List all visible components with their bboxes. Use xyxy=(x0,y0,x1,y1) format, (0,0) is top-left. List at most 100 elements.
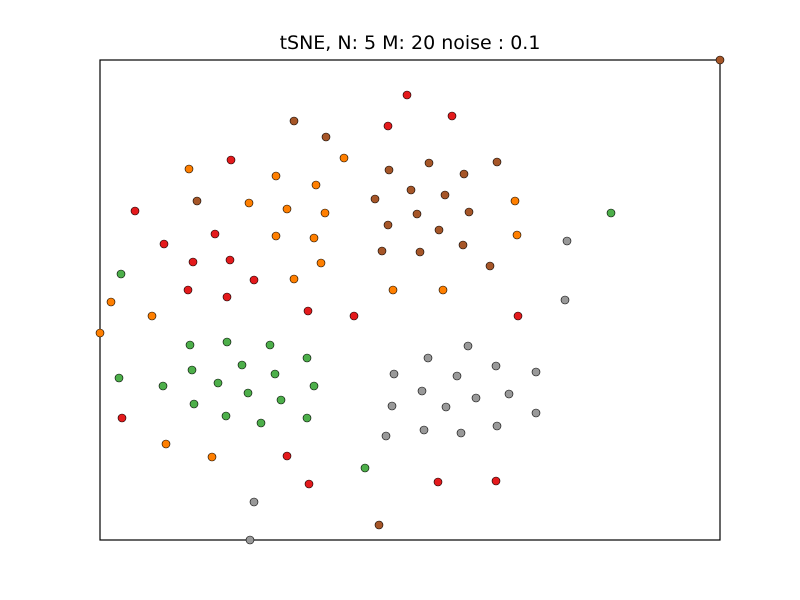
data-point-series-2-5 xyxy=(459,169,469,179)
data-point-series-2-14 xyxy=(434,225,444,235)
data-point-series-1-12 xyxy=(289,274,299,284)
chart-title: tSNE, N: 5 M: 20 noise : 0.1 xyxy=(279,32,541,54)
data-point-series-3-8 xyxy=(270,369,280,379)
data-point-series-4-19 xyxy=(245,535,255,545)
data-point-series-2-10 xyxy=(370,194,380,204)
data-point-series-3-15 xyxy=(276,395,286,405)
data-point-series-1-7 xyxy=(510,196,520,206)
data-point-series-1-15 xyxy=(106,297,116,307)
data-point-series-0-6 xyxy=(210,229,220,239)
data-point-series-1-14 xyxy=(438,285,448,295)
data-point-series-3-0 xyxy=(606,208,616,218)
data-point-series-3-18 xyxy=(302,413,312,423)
data-point-series-4-5 xyxy=(389,369,399,379)
data-point-series-4-3 xyxy=(423,353,433,363)
data-point-series-1-11 xyxy=(316,258,326,268)
data-point-series-1-1 xyxy=(271,171,281,181)
data-point-series-0-3 xyxy=(226,155,236,165)
data-point-series-2-18 xyxy=(485,261,495,271)
data-point-series-2-6 xyxy=(492,157,502,167)
data-point-series-1-8 xyxy=(271,231,281,241)
data-point-series-1-17 xyxy=(95,328,105,338)
data-point-series-2-16 xyxy=(377,246,387,256)
data-point-series-0-13 xyxy=(349,311,359,321)
data-point-series-0-4 xyxy=(130,206,140,216)
data-point-series-2-4 xyxy=(424,158,434,168)
data-point-series-2-13 xyxy=(383,220,393,230)
data-points xyxy=(95,55,725,545)
data-point-series-1-5 xyxy=(282,204,292,214)
data-point-series-0-11 xyxy=(222,292,232,302)
data-point-series-2-0 xyxy=(715,55,725,65)
data-point-series-1-2 xyxy=(339,153,349,163)
data-point-series-3-2 xyxy=(185,340,195,350)
data-point-series-3-17 xyxy=(256,418,266,428)
data-point-series-3-4 xyxy=(265,340,275,350)
data-point-series-2-9 xyxy=(192,196,202,206)
data-point-series-3-6 xyxy=(237,360,247,370)
data-point-series-3-3 xyxy=(222,337,232,347)
data-point-series-1-16 xyxy=(147,311,157,321)
data-point-series-3-14 xyxy=(189,399,199,409)
data-point-series-0-15 xyxy=(117,413,127,423)
data-point-series-2-11 xyxy=(412,209,422,219)
data-point-series-0-19 xyxy=(491,476,501,486)
data-point-series-4-16 xyxy=(456,428,466,438)
data-point-series-1-6 xyxy=(320,208,330,218)
data-point-series-2-19 xyxy=(374,520,384,530)
data-point-series-0-8 xyxy=(225,255,235,265)
data-point-series-4-7 xyxy=(531,367,541,377)
data-point-series-2-1 xyxy=(289,116,299,126)
data-point-series-3-12 xyxy=(309,381,319,391)
data-point-series-0-16 xyxy=(282,451,292,461)
data-point-series-4-8 xyxy=(417,386,427,396)
data-point-series-4-10 xyxy=(471,393,481,403)
data-point-series-2-2 xyxy=(321,132,331,142)
data-point-series-4-13 xyxy=(531,408,541,418)
data-point-series-3-1 xyxy=(116,269,126,279)
data-point-series-3-11 xyxy=(213,378,223,388)
data-point-series-1-18 xyxy=(161,439,171,449)
data-point-series-1-13 xyxy=(388,285,398,295)
data-point-series-0-18 xyxy=(433,477,443,487)
data-point-series-0-12 xyxy=(303,306,313,316)
data-point-series-4-11 xyxy=(387,401,397,411)
data-point-series-1-9 xyxy=(309,233,319,243)
data-point-series-2-7 xyxy=(406,185,416,195)
data-point-series-4-18 xyxy=(249,497,259,507)
data-point-series-0-9 xyxy=(249,275,259,285)
data-point-series-3-13 xyxy=(243,388,253,398)
data-point-series-4-4 xyxy=(491,361,501,371)
data-point-series-1-10 xyxy=(512,230,522,240)
data-point-series-4-2 xyxy=(463,341,473,351)
data-point-series-3-9 xyxy=(114,373,124,383)
data-point-series-0-14 xyxy=(513,311,523,321)
data-point-series-4-15 xyxy=(419,425,429,435)
plot-area-frame xyxy=(99,59,721,541)
data-point-series-1-4 xyxy=(244,198,254,208)
data-point-series-0-0 xyxy=(402,90,412,100)
data-point-series-3-7 xyxy=(187,365,197,375)
data-point-series-4-0 xyxy=(562,236,572,246)
data-point-series-0-1 xyxy=(447,111,457,121)
data-point-series-4-17 xyxy=(492,421,502,431)
data-point-series-0-2 xyxy=(383,121,393,131)
data-point-series-0-7 xyxy=(188,257,198,267)
data-point-series-1-19 xyxy=(207,452,217,462)
data-point-series-4-9 xyxy=(504,389,514,399)
data-point-series-1-0 xyxy=(184,164,194,174)
data-point-series-2-12 xyxy=(464,207,474,217)
data-point-series-0-17 xyxy=(304,479,314,489)
data-point-series-2-15 xyxy=(458,240,468,250)
data-point-series-2-17 xyxy=(415,247,425,257)
data-point-series-4-14 xyxy=(381,431,391,441)
data-point-series-3-5 xyxy=(302,353,312,363)
data-point-series-0-5 xyxy=(159,239,169,249)
data-point-series-2-8 xyxy=(440,190,450,200)
data-point-series-0-10 xyxy=(183,285,193,295)
data-point-series-4-1 xyxy=(560,295,570,305)
data-point-series-3-16 xyxy=(221,411,231,421)
data-point-series-1-3 xyxy=(311,180,321,190)
data-point-series-4-12 xyxy=(441,402,451,412)
